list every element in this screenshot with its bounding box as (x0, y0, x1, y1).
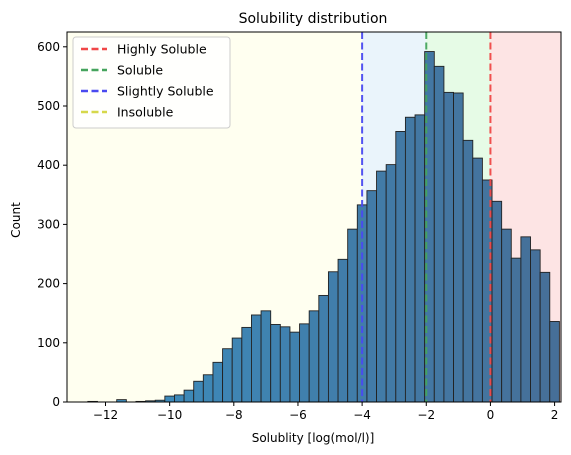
x-tick-label: −10 (157, 408, 182, 422)
histogram-bar (550, 321, 560, 402)
histogram-bar (184, 390, 194, 402)
y-tick-label: 0 (52, 395, 60, 409)
histogram-bar (386, 165, 396, 402)
histogram-bar (328, 272, 338, 402)
histogram-bar (280, 327, 290, 402)
y-tick-label: 200 (37, 277, 60, 291)
histogram-bar (271, 324, 281, 402)
histogram-bar (165, 396, 175, 402)
x-tick-label: −4 (353, 408, 371, 422)
histogram-bar (223, 349, 233, 402)
histogram-bar (174, 395, 184, 402)
histogram-bar (511, 258, 521, 402)
histogram-bar (396, 131, 406, 402)
histogram-bar (492, 201, 502, 402)
histogram-bar (405, 117, 415, 402)
legend-label: Slightly Soluble (117, 84, 214, 99)
chart-title: Solubility distribution (239, 11, 388, 27)
histogram-bar (434, 66, 444, 402)
histogram-bar (502, 229, 512, 402)
x-tick-label: 2 (551, 408, 559, 422)
histogram-bar (194, 381, 204, 402)
y-axis-label: Count (9, 202, 23, 238)
legend-label: Soluble (117, 63, 163, 78)
x-tick-label: −2 (417, 408, 435, 422)
y-axis-ticks: 0 100 200 300 400 500 600 (37, 40, 67, 409)
x-axis-ticks: −12 −10 −8 −6 −4 −2 0 2 (93, 402, 559, 422)
x-tick-label: 0 (487, 408, 495, 422)
histogram-bar (261, 311, 271, 402)
histogram-bar (232, 338, 242, 402)
histogram-bar (367, 191, 377, 402)
x-tick-label: −6 (289, 408, 307, 422)
legend-label: Highly Soluble (117, 42, 207, 57)
histogram-bar (473, 158, 483, 402)
legend: Highly Soluble Soluble Slightly Soluble Ins… (73, 37, 230, 128)
y-tick-label: 500 (37, 99, 60, 113)
y-tick-label: 100 (37, 336, 60, 350)
histogram-bar (338, 259, 348, 402)
histogram-bar (319, 295, 329, 402)
histogram-bar (521, 237, 531, 402)
y-tick-label: 600 (37, 40, 60, 54)
x-axis-label: Solublity [log(mol/l)] (252, 431, 375, 445)
histogram-bar (213, 362, 223, 402)
x-tick-label: −8 (225, 408, 243, 422)
histogram-bar (454, 93, 464, 402)
histogram-bar (463, 140, 473, 402)
histogram-bar (415, 115, 425, 402)
histogram-bar (300, 324, 310, 402)
histogram-bar (203, 375, 213, 402)
legend-label: Insoluble (117, 105, 174, 120)
histogram-bar (531, 250, 541, 402)
histogram-bar (251, 315, 261, 402)
histogram-bar (348, 229, 358, 402)
histogram-bar (540, 272, 550, 402)
histogram-bar (377, 171, 387, 402)
histogram-bar (290, 332, 300, 402)
y-tick-label: 400 (37, 158, 60, 172)
histogram-bar (309, 311, 319, 402)
histogram-bar (444, 92, 454, 402)
y-tick-label: 300 (37, 217, 60, 231)
x-tick-label: −12 (93, 408, 118, 422)
histogram-bar (242, 327, 252, 402)
